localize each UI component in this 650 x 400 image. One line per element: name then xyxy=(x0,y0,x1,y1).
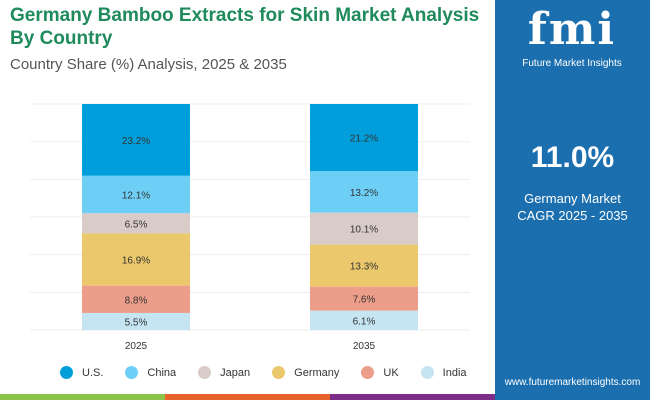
legend-swatch xyxy=(272,366,286,379)
bar-segment-india-2035 xyxy=(310,310,418,330)
legend-swatch xyxy=(60,366,73,379)
legend-label: U.S. xyxy=(82,366,104,379)
bar-segment-germany-2025 xyxy=(82,233,190,286)
data-label: 10.1% xyxy=(350,225,378,236)
data-label: 13.2% xyxy=(350,188,378,199)
data-label: 12.1% xyxy=(122,191,150,202)
x-tick-label: 2025 xyxy=(125,341,148,352)
legend-item: Germany xyxy=(272,366,339,379)
legend-item: Japan xyxy=(198,366,250,379)
data-label: 16.9% xyxy=(122,256,150,267)
legend-swatch xyxy=(361,366,375,379)
chart-subtitle: Country Share (%) Analysis, 2025 & 2035 xyxy=(10,56,287,73)
bar-segment-japan-2025 xyxy=(82,213,190,234)
legend-item: UK xyxy=(361,366,399,379)
bar-segment-uk-2025 xyxy=(82,285,190,313)
logo-text: fmi xyxy=(527,4,617,55)
bar-segment-india-2025 xyxy=(82,312,190,330)
legend-swatch xyxy=(420,366,434,379)
data-label: 6.1% xyxy=(353,316,376,327)
logo-caption: Future Market Insights xyxy=(522,58,622,69)
data-label: 6.5% xyxy=(125,219,148,230)
legend: U.S. China Japan Germany UK India xyxy=(60,366,489,379)
legend-swatch xyxy=(198,366,212,379)
cagr-label: Germany Market CAGR 2025 - 2035 xyxy=(495,190,650,224)
bar-segment-china-2025 xyxy=(82,175,190,214)
bar-segment-us-2025 xyxy=(82,104,190,176)
legend-label: UK xyxy=(383,366,399,379)
side-panel: fmi Future Market Insights 11.0% Germany… xyxy=(495,0,650,400)
chart-title: Germany Bamboo Extracts for Skin Market … xyxy=(10,5,480,49)
data-label: 23.2% xyxy=(122,136,150,147)
legend-item: China xyxy=(125,366,176,379)
bar-segment-japan-2035 xyxy=(310,212,418,245)
website-link[interactable]: www.futuremarketinsights.com xyxy=(504,377,641,388)
legend-item: U.S. xyxy=(60,366,103,379)
data-label: 5.5% xyxy=(125,317,148,328)
bar-segment-uk-2035 xyxy=(310,286,418,311)
bar-segment-us-2035 xyxy=(310,104,418,172)
cagr-value: 11.0% xyxy=(530,141,615,174)
legend-label: China xyxy=(147,366,177,379)
data-label: 7.6% xyxy=(353,295,376,306)
stacked-bar-chart: 23.2% 12.1% 6.5% 16.9% 8.8% 5.5% 2025 21.2% 13.2… xyxy=(30,103,470,352)
legend-swatch xyxy=(125,366,139,379)
color-strip xyxy=(330,394,495,400)
legend-label: Japan xyxy=(220,366,251,379)
color-strip xyxy=(165,394,330,400)
x-tick-label: 2035 xyxy=(353,341,376,352)
legend-label: Germany xyxy=(294,366,340,379)
bar-segment-germany-2035 xyxy=(310,244,418,287)
legend-item: India xyxy=(420,366,467,379)
data-label: 21.2% xyxy=(350,134,378,145)
color-strip xyxy=(0,394,165,400)
cagr-label-line2: CAGR 2025 - 2035 xyxy=(517,208,628,223)
data-label: 13.3% xyxy=(350,262,378,273)
data-label: 8.8% xyxy=(125,295,148,306)
cagr-label-line1: Germany Market xyxy=(524,191,621,206)
bottom-color-bar xyxy=(0,394,495,400)
bar-segment-china-2035 xyxy=(310,171,418,213)
fmi-logo: fmi Future Market Insights xyxy=(512,6,632,70)
legend-label: India xyxy=(442,366,467,379)
